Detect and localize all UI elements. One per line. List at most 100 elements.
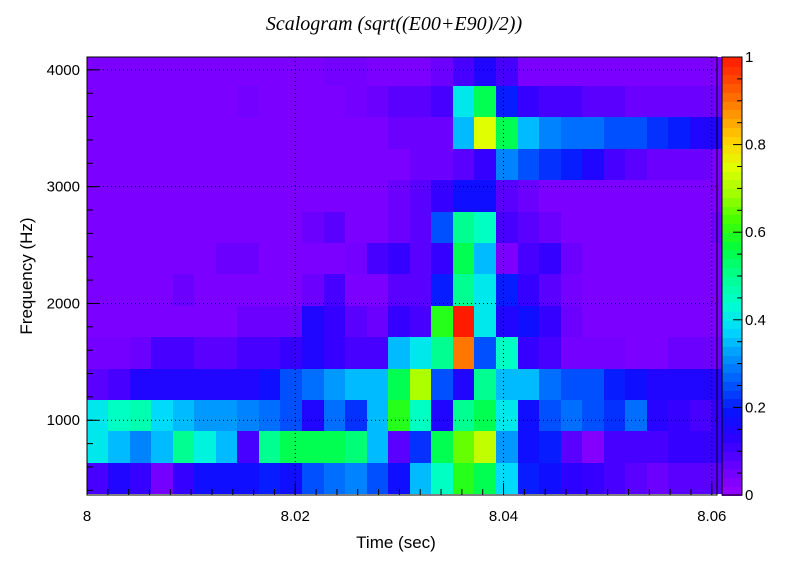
heatmap-cell xyxy=(431,462,454,494)
heatmap-cell xyxy=(431,430,454,463)
heatmap-cell xyxy=(496,211,519,243)
heatmap-cell xyxy=(539,336,562,369)
heatmap-cell xyxy=(280,430,303,463)
colorbar-swatch xyxy=(722,109,742,119)
heatmap-cell xyxy=(345,430,368,463)
heatmap-cell xyxy=(367,305,389,337)
heatmap-cell xyxy=(582,116,605,149)
heatmap-cell xyxy=(302,242,325,274)
heatmap-cell xyxy=(668,368,691,400)
heatmap-cell xyxy=(151,273,174,306)
colorbar-swatch xyxy=(722,162,742,172)
colorbar-swatch xyxy=(722,416,742,426)
heatmap-cell xyxy=(668,273,691,306)
heatmap-cell xyxy=(367,399,389,431)
colorbar-tick-label: 0.6 xyxy=(745,224,766,241)
heatmap-cell xyxy=(582,211,605,243)
heatmap-cell xyxy=(173,273,195,306)
heatmap-cell xyxy=(259,116,281,149)
heatmap-cell xyxy=(345,368,368,400)
heatmap-cell xyxy=(280,399,303,431)
colorbar-swatch xyxy=(722,92,742,102)
heatmap-cell xyxy=(259,57,281,86)
heatmap-cell xyxy=(302,462,325,494)
heatmap-cell xyxy=(668,116,691,149)
heatmap-cell xyxy=(496,179,519,212)
heatmap-cell xyxy=(87,179,109,212)
heatmap-cell xyxy=(237,368,260,400)
heatmap-cell xyxy=(410,211,432,243)
heatmap-cell xyxy=(194,462,217,494)
heatmap-cell xyxy=(431,305,454,337)
heatmap-cell xyxy=(453,242,475,274)
heatmap-cell xyxy=(237,85,260,117)
heatmap-cell xyxy=(518,273,540,306)
colorbar-swatch xyxy=(722,328,742,338)
heatmap-cell xyxy=(216,85,238,117)
heatmap-cell xyxy=(87,305,109,337)
heatmap-cell xyxy=(237,211,260,243)
heatmap-cell xyxy=(388,57,411,86)
heatmap-cell xyxy=(668,148,691,180)
heatmap-cell xyxy=(259,399,281,431)
heatmap-cell xyxy=(496,116,519,149)
heatmap-cell xyxy=(302,148,325,180)
heatmap-cell xyxy=(324,242,346,274)
heatmap-cell xyxy=(194,399,217,431)
heatmap-cell xyxy=(259,273,281,306)
heatmap-cell xyxy=(410,430,432,463)
x-tick-label: 8.06 xyxy=(697,508,726,525)
heatmap-cell xyxy=(108,305,131,337)
heatmap-cell xyxy=(647,430,669,463)
heatmap-cell xyxy=(367,462,389,494)
heatmap-cell xyxy=(690,116,713,149)
heatmap-cell xyxy=(561,211,583,243)
heatmap-cell xyxy=(582,57,605,86)
heatmap-cell xyxy=(237,336,260,369)
heatmap-cell xyxy=(690,179,713,212)
heatmap-cell xyxy=(453,57,475,86)
heatmap-cell xyxy=(345,462,368,494)
heatmap-cell xyxy=(216,430,238,463)
heatmap-cell xyxy=(431,211,454,243)
heatmap-cell xyxy=(410,368,432,400)
heatmap-cell xyxy=(474,305,497,337)
heatmap-cell xyxy=(367,85,389,117)
heatmap-cell xyxy=(151,368,174,400)
heatmap-cell xyxy=(237,399,260,431)
heatmap-cell xyxy=(194,211,217,243)
heatmap-cell xyxy=(604,179,626,212)
heatmap-cell xyxy=(388,242,411,274)
heatmap-cell xyxy=(625,430,648,463)
heatmap-cell xyxy=(561,85,583,117)
heatmap-cell xyxy=(280,462,303,494)
heatmap-cell xyxy=(302,368,325,400)
heatmap-cell xyxy=(410,399,432,431)
colorbar-swatch xyxy=(722,451,742,461)
heatmap-cell xyxy=(518,57,540,86)
heatmap-cell xyxy=(474,399,497,431)
heatmap-cell xyxy=(496,57,519,86)
heatmap-cell xyxy=(668,211,691,243)
heatmap-cell xyxy=(173,368,195,400)
heatmap-cell xyxy=(259,179,281,212)
heatmap-cell xyxy=(582,85,605,117)
heatmap-cell xyxy=(345,336,368,369)
heatmap-cell xyxy=(539,273,562,306)
heatmap-cell xyxy=(431,273,454,306)
colorbar-swatch xyxy=(722,249,742,259)
heatmap-cell xyxy=(216,336,238,369)
heatmap-cell xyxy=(108,242,131,274)
heatmap-cell xyxy=(151,148,174,180)
heatmap-cell xyxy=(604,273,626,306)
heatmap-cell xyxy=(302,116,325,149)
heatmap-cell xyxy=(647,242,669,274)
heatmap-cell xyxy=(108,368,131,400)
heatmap-cell xyxy=(453,399,475,431)
colorbar-tick-label: 0.4 xyxy=(745,312,766,329)
heatmap-cell xyxy=(324,211,346,243)
heatmap-cell xyxy=(173,462,195,494)
heatmap-cell xyxy=(625,242,648,274)
x-axis: 8 8.02 8.04 8.06 xyxy=(83,483,726,525)
heatmap-cell xyxy=(259,462,281,494)
